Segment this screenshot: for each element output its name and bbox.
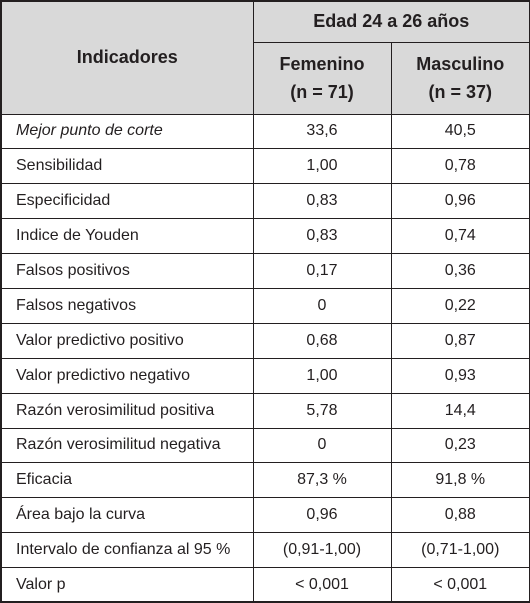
indicators-header: Indicadores [0, 0, 254, 115]
male-value: 0,74 [390, 218, 530, 255]
female-value: 87,3 % [252, 462, 392, 499]
female-label: Femenino [279, 54, 365, 74]
row-label: Especificidad [0, 183, 254, 220]
male-value: < 0,001 [390, 567, 530, 603]
table-row: Razón verosimilitud positiva 5,78 14,4 [0, 392, 530, 429]
row-label: Valor predictivo positivo [0, 322, 254, 359]
male-value: 0,78 [390, 148, 530, 185]
table-row: Sensibilidad 1,00 0,78 [0, 148, 530, 185]
male-value: 0,23 [390, 427, 530, 464]
female-value: 0,68 [252, 322, 392, 359]
age-group-header: Edad 24 a 26 años [252, 0, 530, 43]
female-value: 33,6 [252, 113, 392, 150]
row-label: Eficacia [0, 462, 254, 499]
female-value: 0,17 [252, 253, 392, 289]
female-value: 1,00 [252, 357, 392, 394]
table-row: Valor predictivo negativo 1,00 0,93 [0, 357, 530, 394]
female-header: Femenino (n = 71) [252, 41, 392, 115]
male-value: 0,93 [390, 357, 530, 394]
male-value: 0,96 [390, 183, 530, 220]
row-label: Mejor punto de corte [0, 113, 254, 150]
table-row: Eficacia 87,3 % 91,8 % [0, 462, 530, 499]
table-row: Intervalo de confianza al 95 % (0,91-1,0… [0, 532, 530, 569]
female-value: < 0,001 [252, 567, 392, 603]
female-value: 0,83 [252, 183, 392, 220]
male-n: (n = 37) [428, 82, 493, 102]
table-row: Falsos negativos 0 0,22 [0, 287, 530, 324]
row-label: Falsos positivos [0, 253, 254, 289]
table-row: Indice de Youden 0,83 0,74 [0, 218, 530, 255]
female-value: 5,78 [252, 392, 392, 429]
male-label: Masculino [416, 54, 505, 74]
table-row: Valor predictivo positivo 0,68 0,87 [0, 322, 530, 359]
table-row: Valor p < 0,001 < 0,001 [0, 567, 530, 603]
table-row: Especificidad 0,83 0,96 [0, 183, 530, 220]
row-label: Área bajo la curva [0, 497, 254, 534]
male-value: 0,22 [390, 287, 530, 324]
male-value: 40,5 [390, 113, 530, 150]
male-value: (0,71-1,00) [390, 532, 530, 569]
male-header: Masculino (n = 37) [390, 41, 530, 115]
male-value: 0,36 [390, 253, 530, 289]
female-value: 0 [252, 287, 392, 324]
row-label: Indice de Youden [0, 218, 254, 255]
row-label: Razón verosimilitud positiva [0, 392, 254, 429]
female-value: 0 [252, 427, 392, 464]
table-row: Falsos positivos 0,17 0,36 [0, 253, 530, 289]
table-row: Razón verosimilitud negativa 0 0,23 [0, 427, 530, 464]
row-label: Sensibilidad [0, 148, 254, 185]
female-value: 0,83 [252, 218, 392, 255]
female-value: 0,96 [252, 497, 392, 534]
row-label: Valor predictivo negativo [0, 357, 254, 394]
male-value: 0,88 [390, 497, 530, 534]
table-row: Área bajo la curva 0,96 0,88 [0, 497, 530, 534]
row-label: Razón verosimilitud negativa [0, 427, 254, 464]
male-value: 91,8 % [390, 462, 530, 499]
male-value: 0,87 [390, 322, 530, 359]
female-n: (n = 71) [290, 82, 354, 102]
row-label: Intervalo de confianza al 95 % [0, 532, 254, 569]
row-label: Valor p [0, 567, 254, 603]
female-value: (0,91-1,00) [252, 532, 392, 569]
table-row: Mejor punto de corte 33,6 40,5 [0, 113, 530, 150]
female-value: 1,00 [252, 148, 392, 185]
row-label: Falsos negativos [0, 287, 254, 324]
male-value: 14,4 [390, 392, 530, 429]
